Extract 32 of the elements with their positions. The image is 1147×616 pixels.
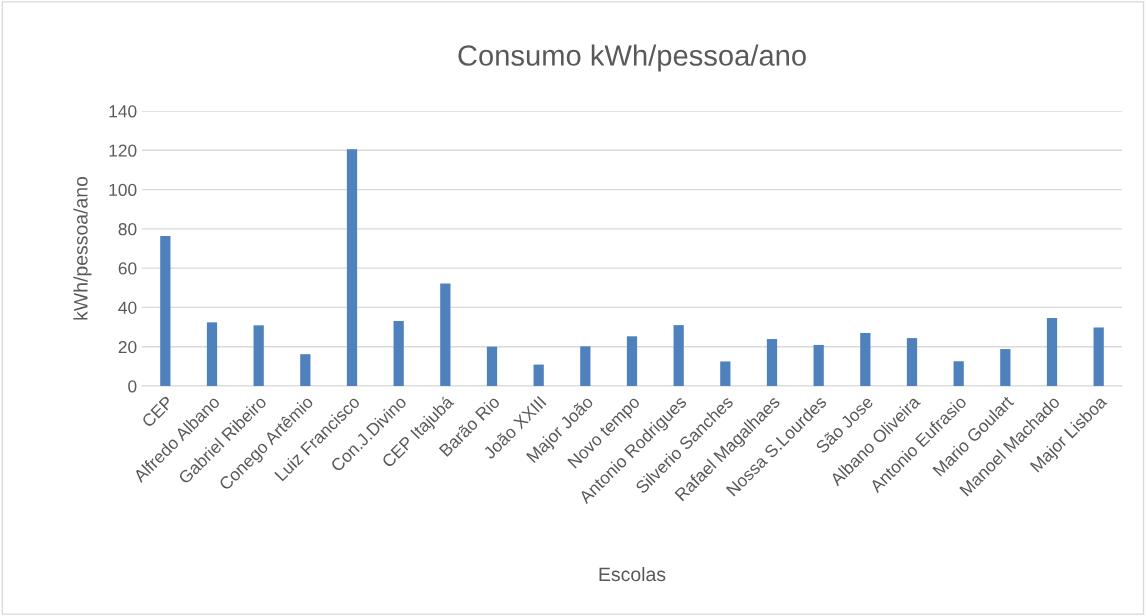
y-tick-label: 80 (118, 223, 137, 236)
bar (626, 336, 638, 386)
y-tick-label: 60 (118, 262, 137, 275)
bar (673, 325, 684, 386)
bar (1046, 318, 1058, 386)
bar (720, 361, 731, 386)
y-tick-label: 0 (128, 380, 137, 393)
y-tick-label: 100 (109, 183, 137, 197)
y-tick-label: 140 (109, 105, 137, 118)
y-tick-label: 20 (118, 340, 137, 354)
bar (160, 235, 171, 386)
bar (346, 149, 358, 386)
bar (1093, 327, 1104, 386)
bar (440, 283, 451, 386)
bar (300, 354, 311, 386)
bar (906, 338, 918, 386)
bar (393, 320, 404, 386)
bar (533, 364, 544, 386)
bar (253, 325, 264, 386)
bar (953, 361, 964, 386)
bar (813, 344, 824, 386)
bar (860, 332, 871, 386)
y-axis-title: kWh/pessoa/ano (73, 176, 92, 320)
chart-title: Consumo kWh/pessoa/ano (458, 44, 806, 72)
bar (1000, 349, 1011, 386)
bar (486, 346, 498, 386)
bar (580, 346, 591, 386)
y-tick-label: 40 (118, 301, 137, 314)
bar (206, 322, 218, 386)
y-tick-label: 120 (109, 144, 137, 157)
bar (766, 339, 778, 386)
x-axis-title: Escolas (599, 566, 666, 582)
